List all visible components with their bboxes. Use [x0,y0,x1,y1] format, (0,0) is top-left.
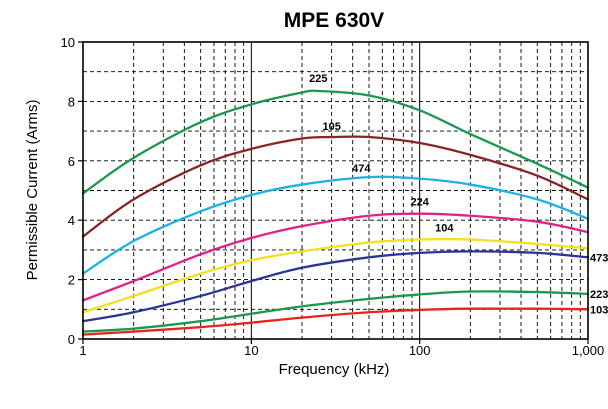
series-line-105 [81,135,590,238]
series-label-224: 224 [410,197,429,209]
x-axis-label: Frequency (kHz) [279,361,390,378]
series-label-473: 473 [590,252,608,264]
series-label-223: 223 [590,289,608,301]
y-tick-label: 0 [68,332,75,347]
series-line-104 [81,237,590,314]
series-line-225 [81,89,590,195]
series-label-474: 474 [352,163,371,175]
series-line-473 [81,250,590,323]
ticks: 0 2 4 6 8 10 1 10 100 1,000 [61,35,605,358]
curves [81,89,590,336]
series-label-104: 104 [435,223,454,235]
y-axis-label: Permissible Current (Arms) [24,100,41,281]
y-tick-label: 8 [68,94,75,109]
series-label-105: 105 [322,121,340,133]
y-tick-label: 10 [61,35,75,50]
y-tick-label: 6 [68,154,75,169]
x-tick-label: 100 [409,343,431,358]
y-tick-label: 4 [68,213,75,228]
curve-labels: 225 105 474 224 104 473 223 103 [309,73,608,316]
series-line-103 [81,307,590,336]
chart-title: MPE 630V [284,9,384,32]
grid [83,42,588,339]
plot-frame [82,41,589,340]
y-tick-label: 2 [68,273,75,288]
series-line-224 [81,212,590,302]
x-tick-label: 1 [79,343,86,358]
series-line-223 [81,290,590,333]
series-label-225: 225 [309,73,327,85]
series-line-474 [81,175,590,275]
x-tick-label: 1,000 [572,343,605,358]
series-label-103: 103 [590,304,608,316]
x-tick-label: 10 [244,343,258,358]
